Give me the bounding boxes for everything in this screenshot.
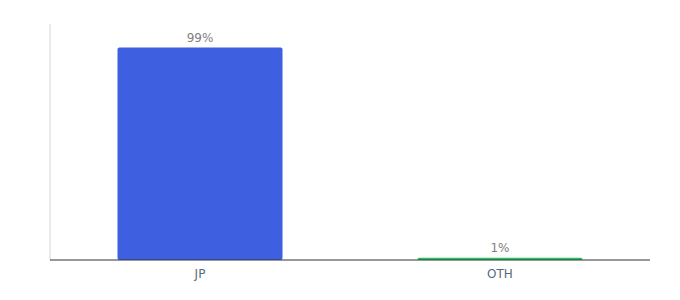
data-label: 1% (490, 241, 509, 255)
chart-container: JP OTH 99% 1% (0, 0, 680, 300)
data-label: 99% (187, 31, 214, 45)
x-tick-label: JP (194, 267, 206, 281)
chart: JP OTH 99% 1% (0, 0, 680, 300)
y-axis-line (50, 24, 51, 260)
bars (118, 48, 583, 260)
bar (118, 48, 283, 260)
x-axis-line (50, 259, 650, 260)
x-tick-label: OTH (487, 267, 513, 281)
